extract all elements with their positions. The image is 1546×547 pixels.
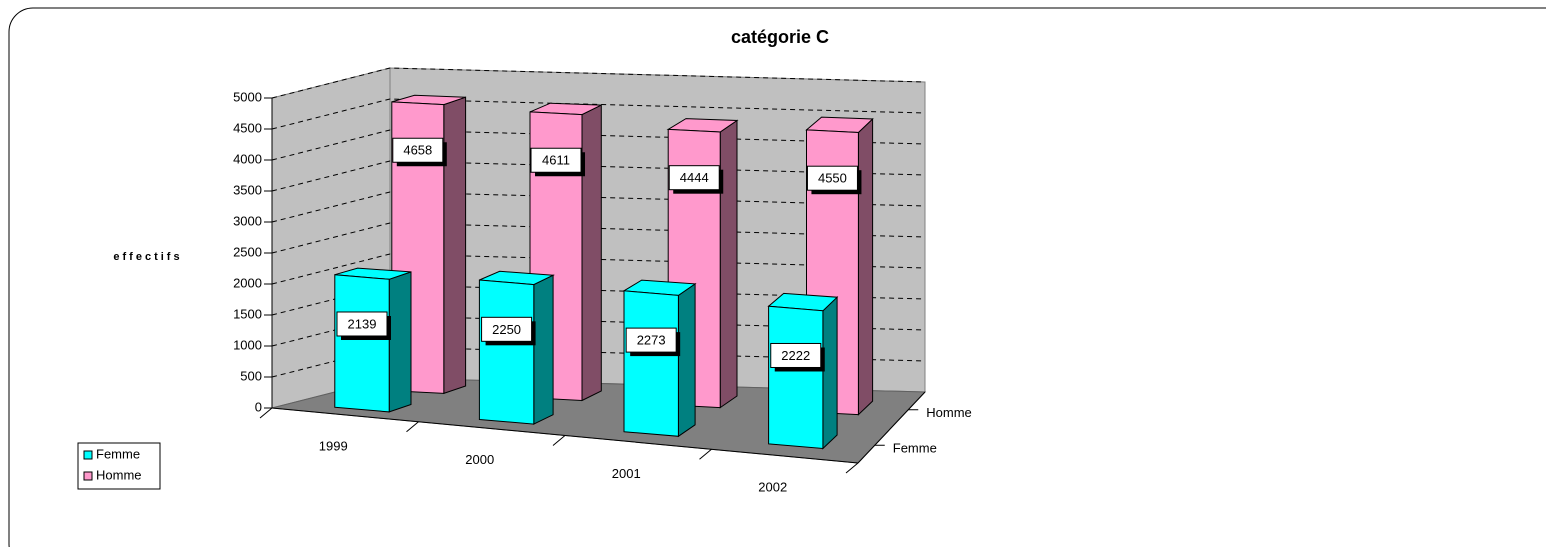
x-tick-label: 2001	[612, 466, 641, 481]
y-tick-label: 3000	[233, 213, 262, 228]
bar-front	[623, 290, 679, 437]
y-tick-label: 4500	[233, 120, 262, 135]
bar	[334, 267, 412, 413]
value-label-box	[392, 137, 444, 163]
value-label: 2250	[492, 322, 521, 337]
x-tick	[845, 462, 859, 474]
legend-label: Homme	[96, 467, 142, 482]
bar-side	[857, 117, 874, 416]
y-tick-label: 4000	[233, 151, 262, 166]
bar-side	[719, 119, 738, 409]
value-label: 4611	[542, 153, 570, 168]
bar-front	[334, 274, 390, 413]
grid-line	[271, 253, 926, 285]
value-label: 4550	[818, 171, 847, 186]
grid-line	[271, 191, 926, 223]
bar	[622, 279, 697, 438]
bar-side	[822, 296, 838, 450]
value-label: 4444	[680, 170, 709, 185]
value-label-box	[481, 316, 533, 342]
bar-front	[478, 279, 535, 425]
frame	[8, 7, 1546, 547]
x-tick-label: 2000	[465, 452, 494, 467]
depth-label: Femme	[893, 441, 937, 456]
bar-front	[768, 305, 824, 450]
x-tick	[699, 448, 712, 460]
grid-line	[271, 222, 926, 254]
depth-axis	[857, 391, 926, 464]
bar	[767, 292, 839, 450]
value-label-box	[668, 165, 720, 191]
grid-line	[271, 129, 926, 161]
value-label-box	[806, 165, 858, 191]
chart-title: catégorie C	[731, 27, 829, 47]
bar-side	[677, 282, 696, 438]
x-axis	[271, 407, 859, 464]
y-axis-title: effectifs	[113, 251, 182, 263]
value-label: 4658	[403, 143, 432, 158]
y-tick-label: 0	[255, 399, 262, 414]
x-tick	[406, 421, 419, 433]
bar-side	[388, 271, 412, 413]
y-tick-label: 500	[240, 368, 262, 383]
bar	[478, 270, 555, 425]
value-label-box	[625, 327, 677, 353]
y-tick-label: 5000	[233, 89, 262, 104]
x-tick	[259, 407, 273, 419]
value-label-box	[530, 147, 582, 173]
y-tick-label: 2000	[233, 275, 262, 290]
bar-side	[533, 274, 554, 425]
bar	[805, 116, 874, 416]
x-tick-label: 2002	[758, 480, 787, 495]
bar-side	[581, 104, 602, 402]
legend-swatch	[83, 471, 93, 481]
y-tick-label: 1000	[233, 337, 262, 352]
value-label: 2273	[637, 333, 666, 348]
legend-swatch	[83, 450, 93, 460]
grid-line	[271, 160, 926, 192]
x-tick	[552, 435, 566, 446]
x-tick-label: 1999	[319, 438, 348, 453]
grid-line	[271, 98, 926, 130]
value-label: 2222	[781, 348, 810, 363]
y-tick-label: 2500	[233, 244, 262, 259]
depth-label: Homme	[926, 405, 972, 420]
value-label-box	[336, 311, 388, 337]
y-tick-label: 3500	[233, 182, 262, 197]
legend-label: Femme	[96, 446, 140, 461]
value-label-box	[770, 342, 822, 368]
bar-side	[443, 96, 467, 395]
value-label: 2139	[348, 316, 377, 331]
grid-line	[271, 67, 926, 99]
y-tick-label: 1500	[233, 306, 262, 321]
